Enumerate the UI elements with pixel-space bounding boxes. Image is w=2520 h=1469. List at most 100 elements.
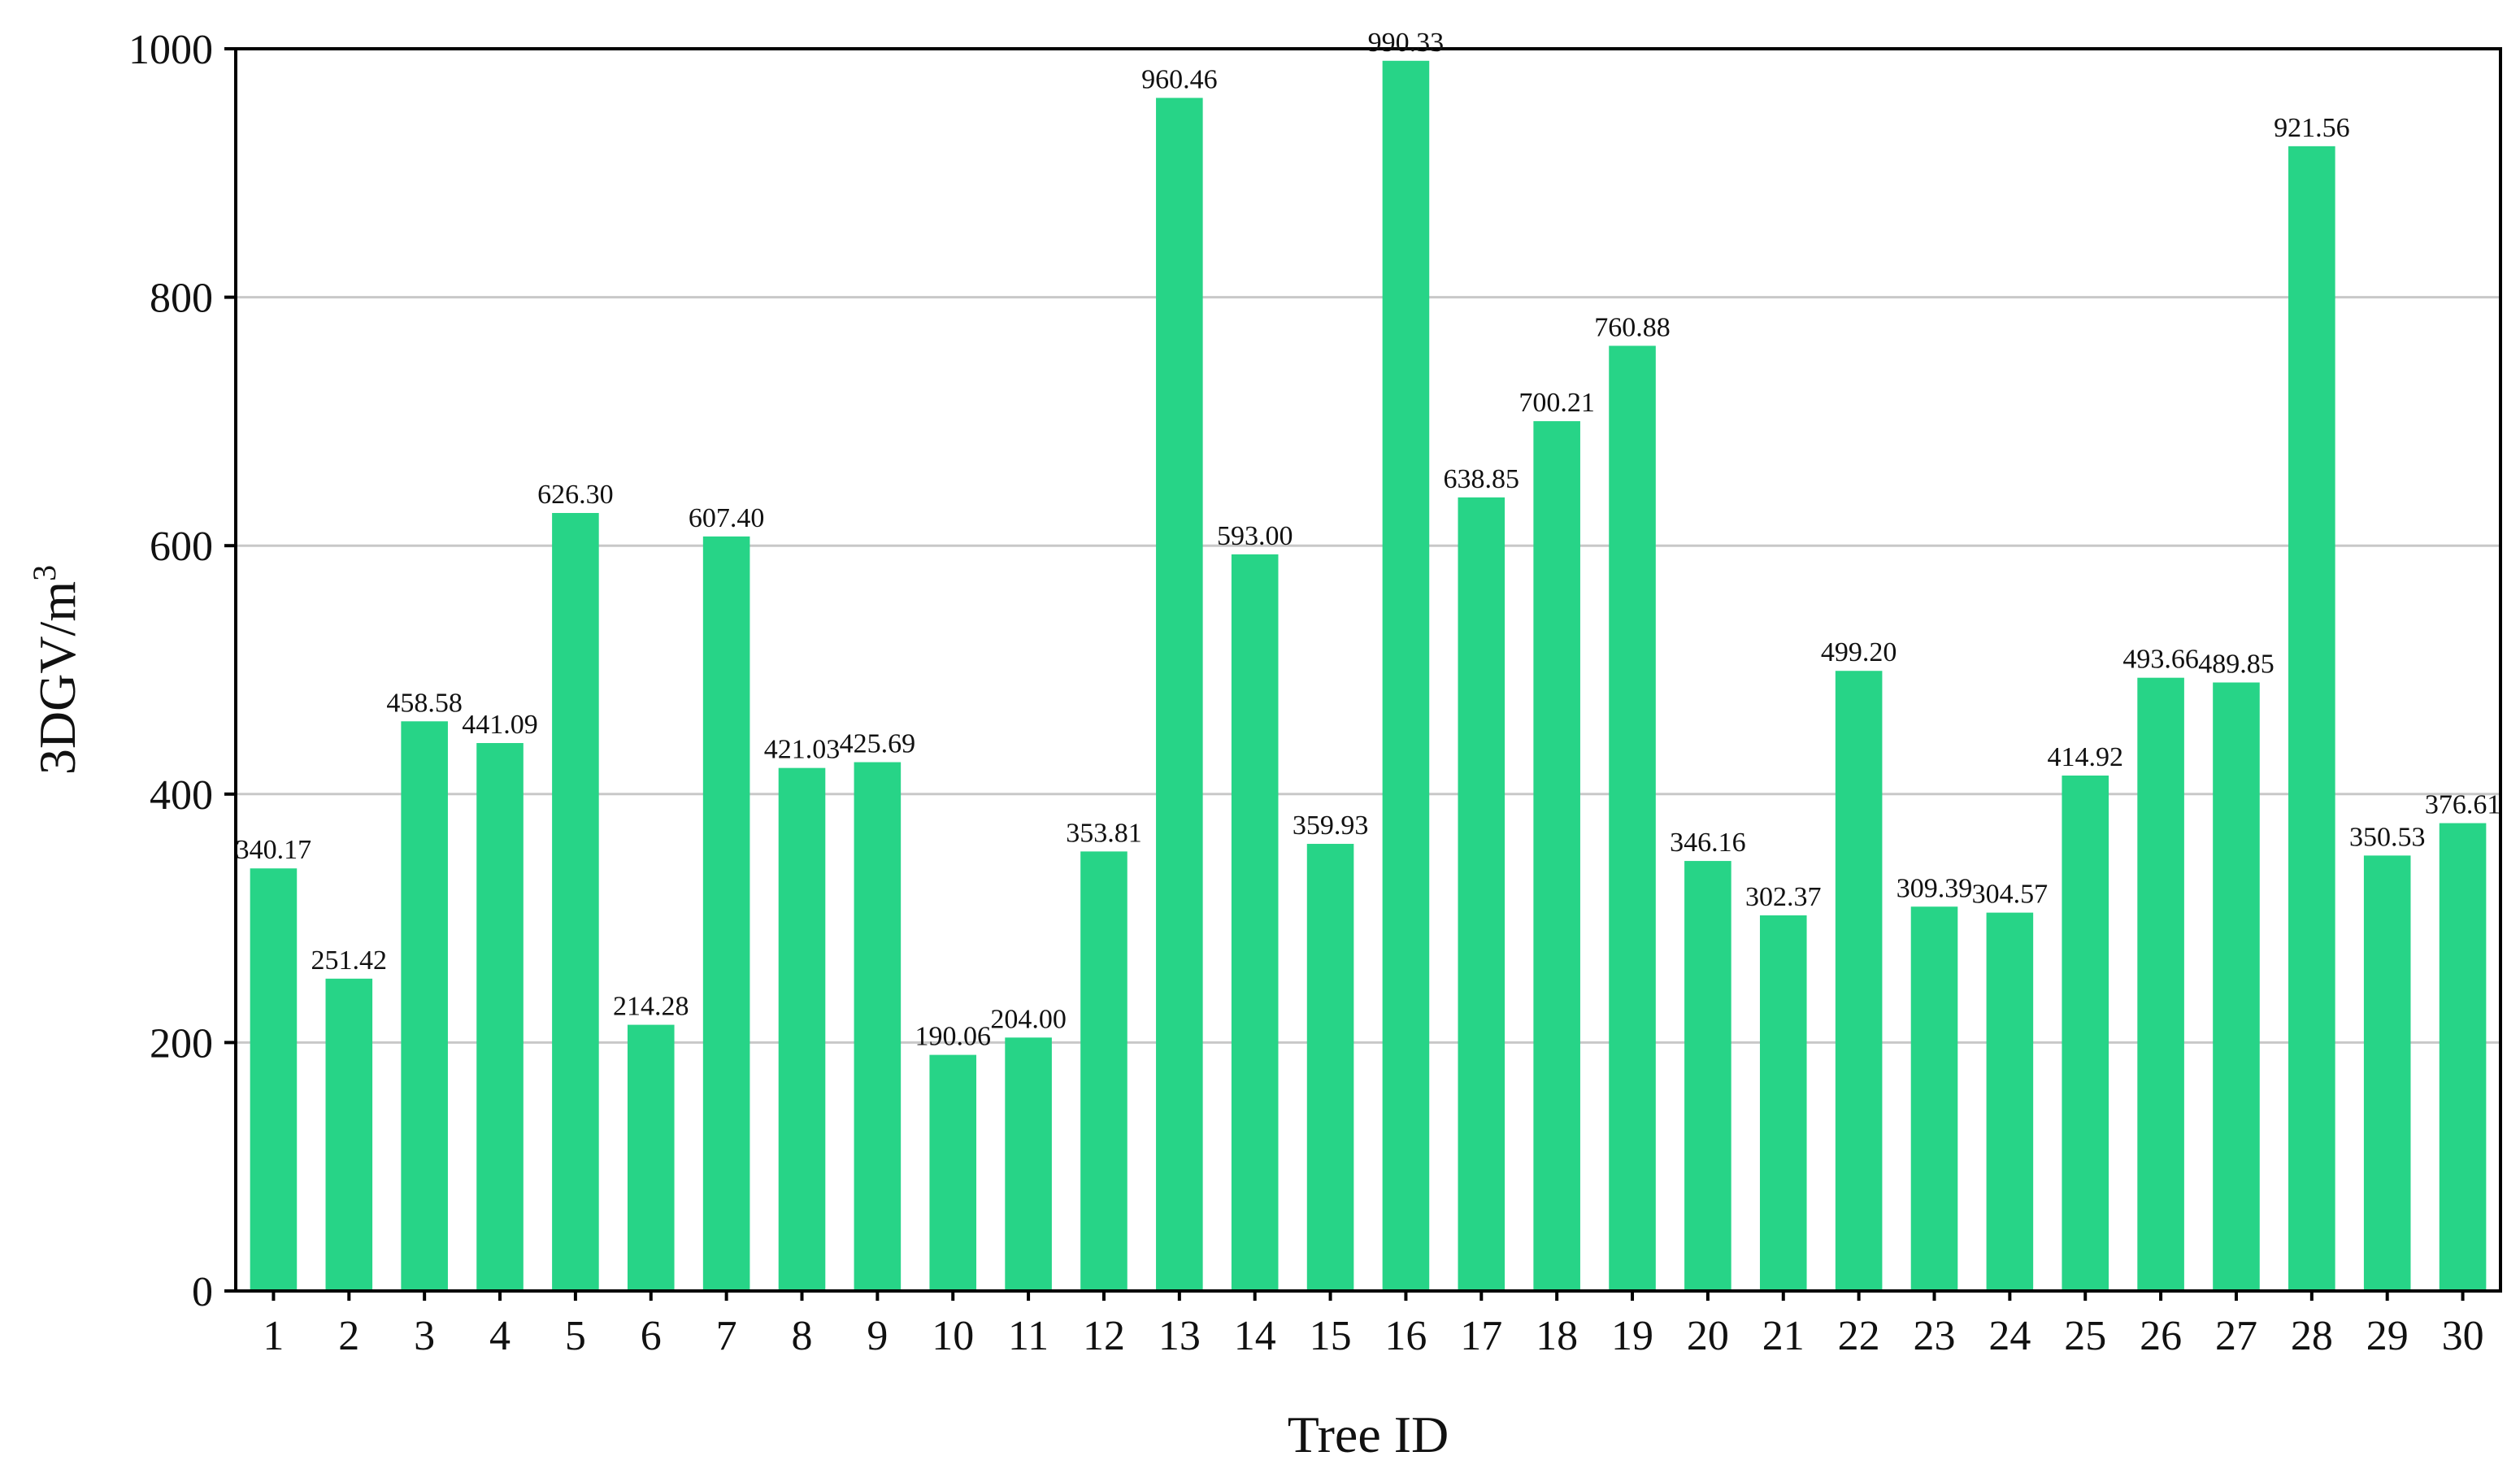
data-label: 304.57 [1972, 880, 2049, 910]
data-label: 425.69 [840, 729, 916, 759]
bar-28 [2288, 146, 2335, 1291]
data-label: 700.21 [1519, 388, 1595, 418]
bar-11 [1005, 1037, 1052, 1291]
bar-18 [1533, 421, 1580, 1291]
y-tick-label: 600 [150, 524, 213, 570]
bar-24 [1986, 912, 2034, 1291]
bar-23 [1910, 906, 1958, 1291]
bar-9 [854, 762, 902, 1291]
data-label: 421.03 [764, 735, 841, 765]
x-tick-label: 3 [414, 1313, 435, 1359]
data-label: 376.61 [2425, 790, 2501, 820]
bar-19 [1609, 346, 1656, 1291]
x-tick-label: 28 [2291, 1313, 2333, 1359]
bar-8 [778, 767, 826, 1291]
data-label: 760.88 [1594, 312, 1671, 342]
x-tick-label: 24 [1988, 1313, 2031, 1359]
x-tick-label: 23 [1914, 1313, 1956, 1359]
data-label: 353.81 [1066, 818, 1142, 848]
bar-27 [2213, 682, 2260, 1291]
x-tick-label: 13 [1158, 1313, 1201, 1359]
bar-7 [702, 536, 750, 1291]
data-label: 350.53 [2349, 822, 2426, 852]
bar-22 [1835, 671, 1883, 1291]
data-label: 214.28 [613, 992, 689, 1022]
y-tick-labels: 0 200 400 600 800 1000 [128, 27, 236, 1315]
data-label: 499.20 [1821, 637, 1897, 667]
data-label: 346.16 [1670, 828, 1746, 858]
grid-layer [236, 296, 2500, 1044]
bar-13 [1156, 98, 1203, 1292]
y-axis-title: 3DGV/m3 [26, 565, 86, 775]
bar-14 [1231, 554, 1279, 1291]
plot-frame [234, 47, 2502, 1293]
data-label: 302.37 [1745, 882, 1822, 912]
x-tick-label: 7 [716, 1313, 737, 1359]
data-label: 638.85 [1444, 464, 1520, 494]
x-tick-label: 17 [1460, 1313, 1502, 1359]
data-label: 204.00 [990, 1004, 1067, 1034]
bar-1 [250, 868, 298, 1291]
bar-6 [627, 1024, 675, 1291]
data-label: 593.00 [1217, 521, 1293, 551]
y-tick-label: 400 [150, 772, 213, 819]
x-tick-label: 18 [1536, 1313, 1578, 1359]
x-tick-label: 6 [641, 1313, 662, 1359]
data-label: 489.85 [2198, 650, 2275, 680]
x-tick-label: 14 [1234, 1313, 1276, 1359]
data-label: 607.40 [689, 503, 765, 533]
bar-29 [2363, 855, 2411, 1291]
data-label: 458.58 [386, 688, 463, 718]
bar-25 [2062, 776, 2109, 1291]
y-tick-label: 0 [192, 1269, 213, 1315]
y-tick-label: 200 [150, 1020, 213, 1067]
y-axis-title-base: 3DGV/m [28, 581, 86, 775]
bar-30 [2439, 823, 2487, 1291]
x-tick-label: 16 [1384, 1313, 1427, 1359]
x-tick-label: 19 [1611, 1313, 1653, 1359]
bar-3 [401, 721, 448, 1291]
bar-2 [325, 978, 373, 1291]
x-tick-label: 29 [2366, 1313, 2409, 1359]
bar-17 [1458, 497, 1505, 1291]
data-label: 251.42 [311, 945, 388, 976]
x-tick-label: 20 [1687, 1313, 1729, 1359]
x-tick-label: 27 [2215, 1313, 2257, 1359]
x-tick-label: 9 [867, 1313, 888, 1359]
x-tick-label: 12 [1083, 1313, 1125, 1359]
x-tick-label: 5 [565, 1313, 586, 1359]
data-label: 493.66 [2122, 645, 2199, 675]
x-tick-label: 21 [1762, 1313, 1805, 1359]
x-axis-title: Tree ID [1288, 1406, 1449, 1463]
bar-15 [1306, 844, 1354, 1291]
bar-26 [2137, 677, 2184, 1291]
x-tick-label: 22 [1838, 1313, 1880, 1359]
bar-16 [1382, 60, 1430, 1291]
bar-layer [250, 60, 2487, 1292]
data-label: 921.56 [2274, 113, 2350, 143]
x-tick-label: 15 [1310, 1313, 1352, 1359]
x-tick-label: 1 [263, 1313, 284, 1359]
bar-5 [552, 513, 599, 1291]
data-label: 190.06 [915, 1022, 991, 1052]
data-label: 359.93 [1293, 811, 1369, 841]
x-tick-label: 8 [792, 1313, 813, 1359]
x-tick-label: 26 [2140, 1313, 2182, 1359]
x-tick-label: 10 [932, 1313, 974, 1359]
data-label: 960.46 [1141, 64, 1218, 94]
x-tick-label: 2 [338, 1313, 359, 1359]
x-tick-label: 25 [2064, 1313, 2106, 1359]
bar-12 [1080, 851, 1127, 1291]
data-label: 990.33 [1368, 28, 1445, 58]
bar-20 [1684, 861, 1731, 1291]
x-tick-label: 4 [489, 1313, 511, 1359]
bar-21 [1759, 915, 1807, 1291]
x-tick-labels: 1 2 3 4 5 6 7 8 9 10 11 12 13 14 15 16 17 18 19 20 21 22 23 24 2… [263, 1291, 2484, 1359]
data-label: 309.39 [1897, 873, 1973, 903]
y-axis-title-superscript: 3 [26, 565, 63, 581]
bar-10 [929, 1054, 977, 1291]
bar-4 [476, 743, 524, 1291]
